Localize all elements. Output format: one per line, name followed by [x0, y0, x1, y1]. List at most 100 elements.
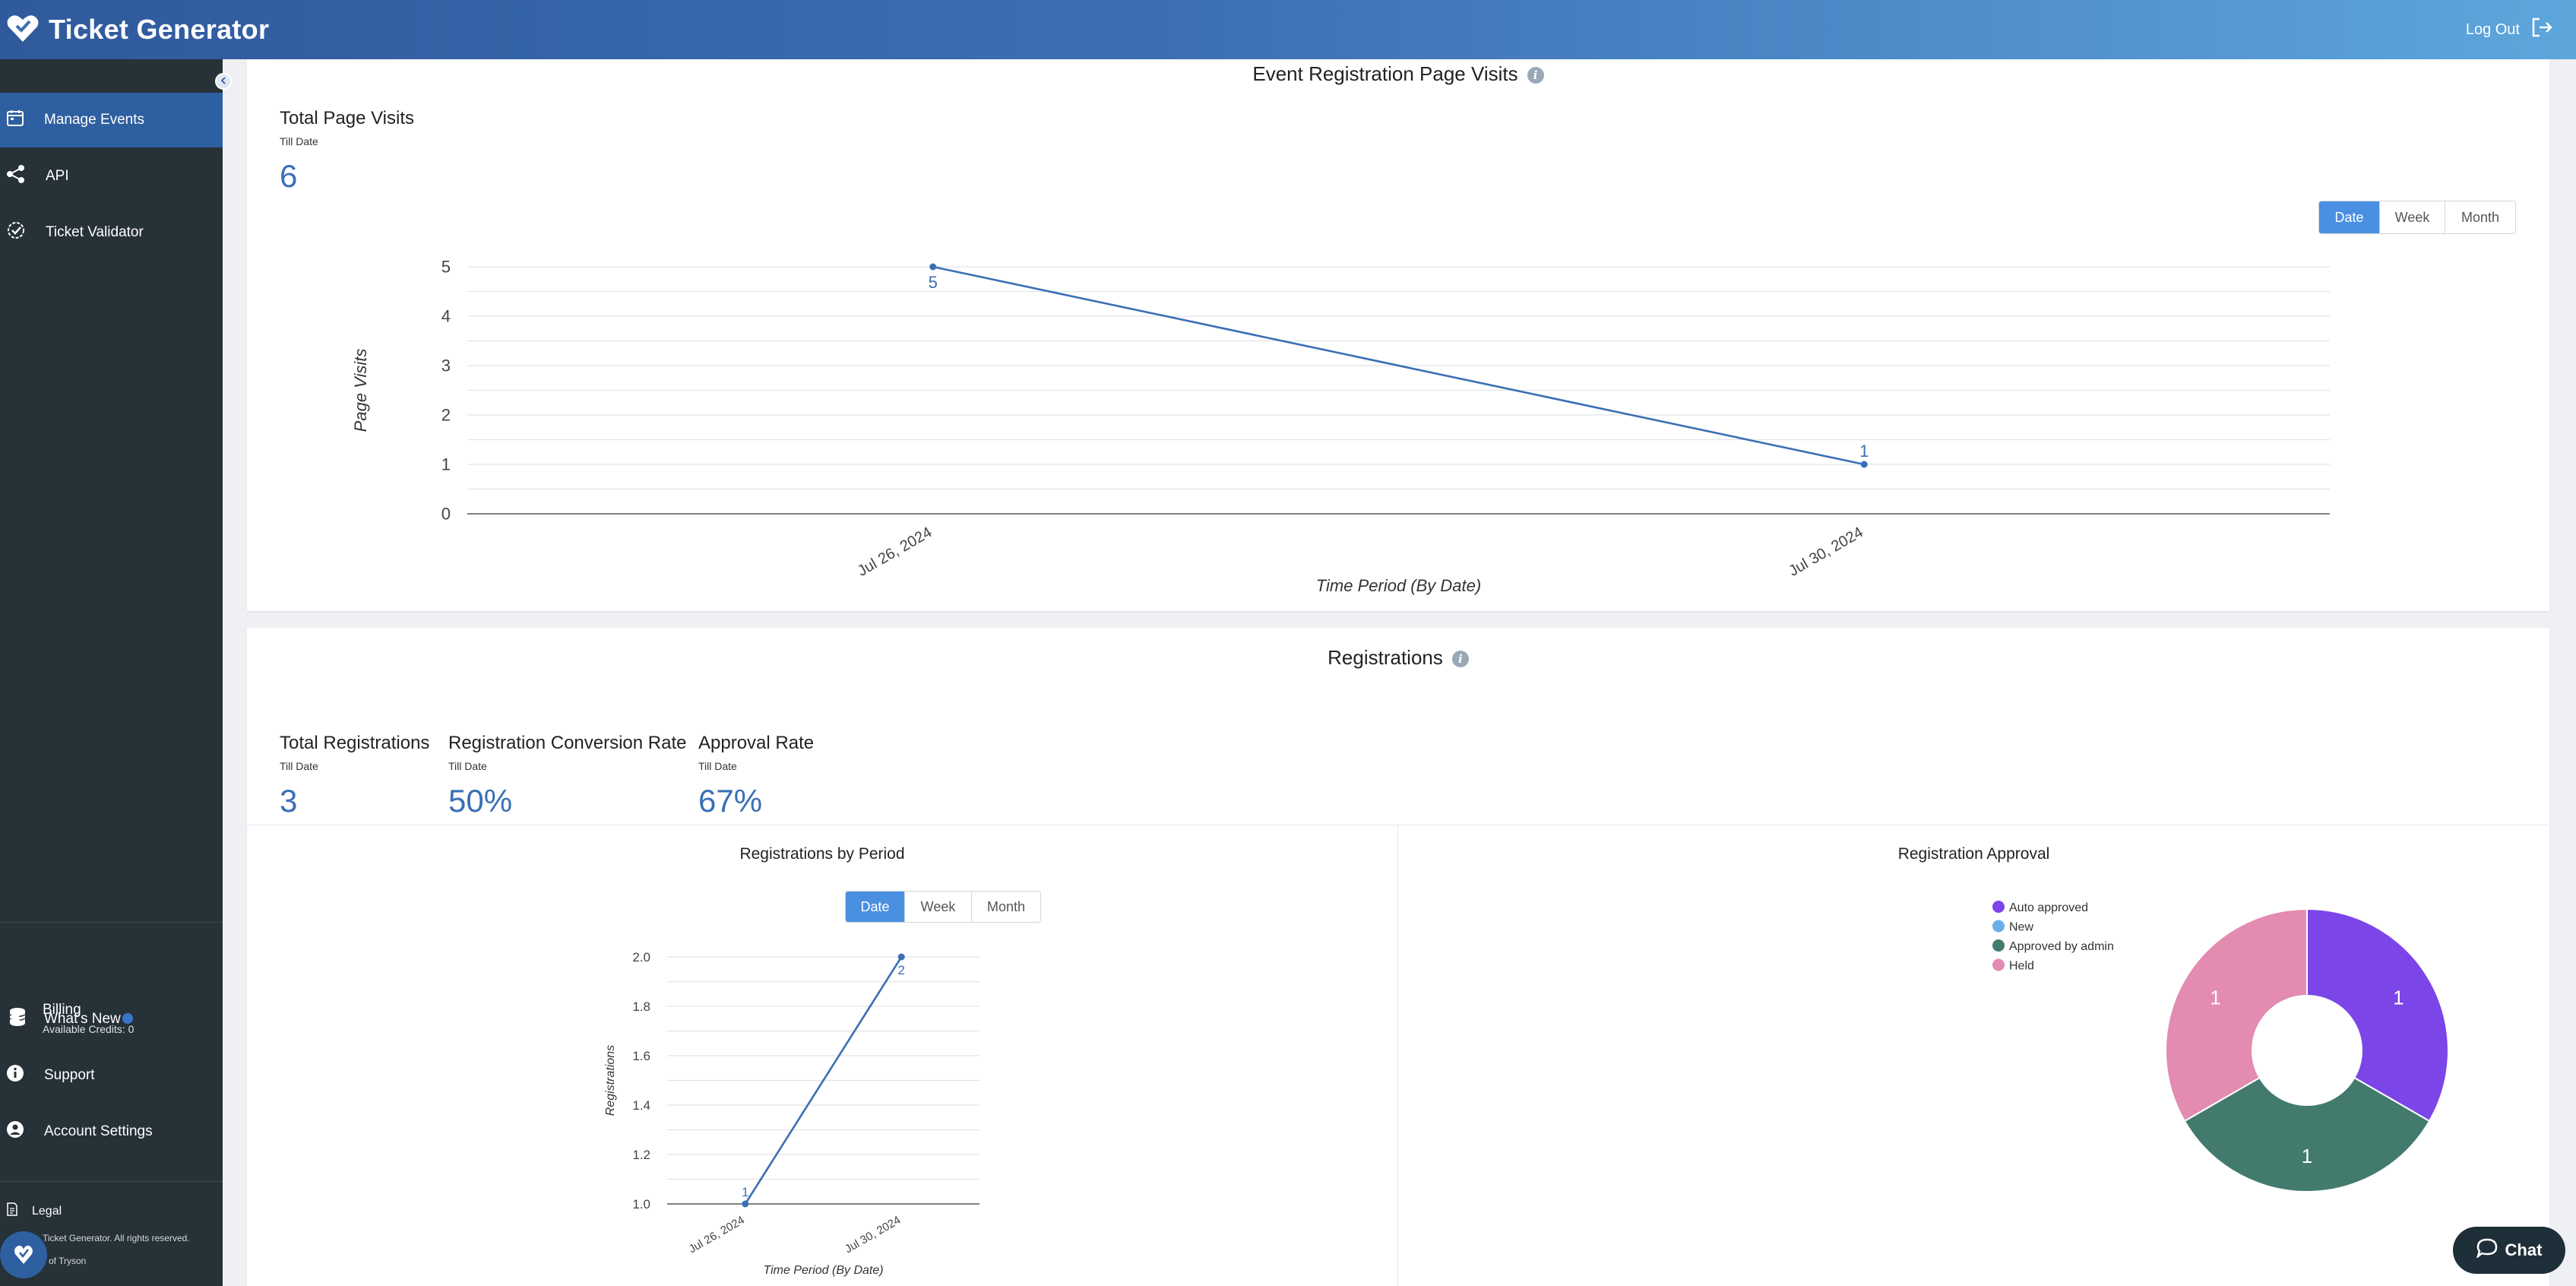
chevron-left-icon — [220, 74, 227, 88]
series-line — [932, 265, 1865, 466]
account-icon — [6, 1120, 24, 1143]
metric-value: 50% — [448, 783, 513, 819]
page-visits-period-toggle: Date Week Month — [2318, 201, 2516, 234]
registrations-period-toggle: Date Week Month — [845, 891, 1041, 923]
document-icon — [6, 1202, 18, 1220]
metric-title: Total Registrations — [280, 733, 430, 753]
copyright-owner: of Tryson — [49, 1256, 87, 1266]
y-tick-label: 1.8 — [632, 999, 650, 1014]
y-tick-label: 5 — [441, 258, 451, 277]
info-icon[interactable]: i — [1527, 67, 1544, 84]
registration-approval-donut-chart: 1 1 1 Auto approved New Approved by admin Held — [1992, 901, 2449, 1193]
data-label: 5 — [929, 273, 938, 292]
y-tick-label: 1.2 — [632, 1148, 650, 1162]
metric-subtitle: Till Date — [698, 760, 737, 772]
y-tick-label: 2.0 — [632, 950, 650, 964]
brand[interactable]: Ticket Generator — [6, 13, 269, 47]
y-tick-label: 3 — [441, 356, 451, 375]
ticket-badge-icon — [11, 1240, 36, 1270]
page-visits-title-text: Event Registration Page Visits — [1252, 62, 1518, 85]
period-month-button[interactable]: Month — [986, 898, 1026, 914]
logout-button[interactable]: Log Out — [2466, 16, 2553, 43]
sidebar-item-ticket-validator[interactable]: Ticket Validator — [0, 205, 223, 260]
series-line — [744, 956, 903, 1205]
y-tick-label: 1 — [441, 455, 451, 474]
sidebar-item-label: Manage Events — [44, 112, 145, 128]
sidebar-divider — [0, 922, 223, 923]
data-label: 1 — [1859, 442, 1869, 461]
total-page-visits-metric: Total Page Visits Till Date 6 — [280, 108, 414, 195]
y-tick-label: 1.6 — [632, 1049, 650, 1063]
registrations-title-text: Registrations — [1328, 646, 1443, 669]
metric-subtitle: Till Date — [448, 760, 487, 772]
legend-swatch — [1992, 939, 2005, 952]
period-date-button[interactable]: Date — [2319, 201, 2380, 233]
x-tick-label: Jul 30, 2024 — [1786, 524, 1866, 580]
data-label: 2 — [898, 963, 905, 977]
slice-value-label: 1 — [2302, 1145, 2312, 1167]
x-tick-label: Jul 30, 2024 — [843, 1214, 903, 1256]
donut-slice — [2306, 907, 2449, 1123]
chat-button[interactable]: Chat — [2453, 1227, 2565, 1274]
metric-title: Total Page Visits — [280, 108, 414, 128]
donut-slice — [2183, 1076, 2431, 1193]
approval-rate-metric: Approval Rate Till Date 67% — [698, 733, 814, 819]
sidebar-item-legal[interactable]: Legal — [6, 1202, 62, 1220]
metric-title: Approval Rate — [698, 733, 815, 753]
brand-badge[interactable] — [0, 1231, 47, 1278]
registrations-title: Registrations i — [247, 646, 2549, 670]
legend-swatch — [1992, 901, 2005, 913]
sidebar-item-label: Support — [44, 1067, 95, 1083]
sidebar-collapse-button[interactable] — [215, 73, 232, 90]
info-icon[interactable]: i — [1451, 651, 1469, 667]
total-registrations-metric: Total Registrations Till Date 3 — [280, 733, 429, 819]
logout-icon — [2530, 16, 2553, 43]
x-tick-label: Jul 26, 2024 — [855, 524, 935, 580]
y-tick-label: 4 — [441, 307, 451, 326]
page-visits-title: Event Registration Page Visits i — [247, 62, 2549, 86]
calendar-icon — [6, 109, 24, 131]
sidebar: Manage Events API Ticket Validator Billi… — [0, 59, 223, 1286]
metric-title: Registration Conversion Rate — [448, 733, 687, 753]
legal-label: Legal — [32, 1204, 62, 1218]
x-axis-label: Time Period (By Date) — [763, 1264, 883, 1277]
copyright-text: Ticket Generator. All rights reserved. — [43, 1233, 190, 1243]
data-label: 1 — [742, 1185, 748, 1199]
legend-label: Approved by admin — [2009, 940, 2114, 953]
period-week-button[interactable]: Week — [905, 892, 972, 922]
y-tick-label: 2 — [441, 406, 451, 425]
period-week-button[interactable]: Week — [2380, 201, 2445, 233]
data-point — [897, 953, 905, 961]
sidebar-item-billing[interactable]: Billing Available Credits: 0 — [6, 1002, 134, 1035]
conversion-rate-metric: Registration Conversion Rate Till Date 5… — [448, 733, 687, 819]
new-indicator-dot — [122, 1013, 133, 1024]
panel-divider — [1397, 825, 1398, 1286]
logout-label: Log Out — [2465, 21, 2520, 38]
sidebar-divider — [0, 1181, 223, 1182]
ticket-logo-icon — [6, 13, 40, 47]
legend-label: Auto approved — [2009, 901, 2088, 914]
period-date-button[interactable]: Date — [846, 892, 905, 922]
registration-approval-title: Registration Approval — [1897, 845, 2050, 863]
data-point — [929, 263, 937, 271]
data-point — [1860, 461, 1868, 468]
y-axis-label: Page Visits — [351, 349, 370, 432]
sidebar-item-manage-events[interactable]: Manage Events — [0, 93, 223, 147]
legend-label: Held — [2009, 960, 2034, 973]
donut-slice — [2165, 907, 2308, 1123]
sidebar-item-label: API — [46, 168, 69, 184]
sidebar-item-account-settings[interactable]: Account Settings — [0, 1104, 223, 1159]
slice-value-label: 1 — [2393, 987, 2404, 1009]
share-icon — [6, 164, 26, 188]
sidebar-item-support[interactable]: Support — [0, 1048, 223, 1103]
info-circle-icon — [6, 1064, 24, 1087]
sidebar-item-api[interactable]: API — [0, 149, 223, 204]
data-point — [742, 1200, 749, 1208]
metric-subtitle: Till Date — [280, 760, 318, 772]
sidebar-item-whats-new[interactable]: What's New — [0, 992, 223, 1047]
sidebar-item-label: What's New — [44, 1011, 121, 1027]
legend-swatch — [1992, 958, 2005, 971]
registrations-card: Registrations i Total Registrations Till … — [247, 628, 2549, 1286]
metric-value: 67% — [698, 783, 763, 819]
period-month-button[interactable]: Month — [2460, 209, 2500, 225]
